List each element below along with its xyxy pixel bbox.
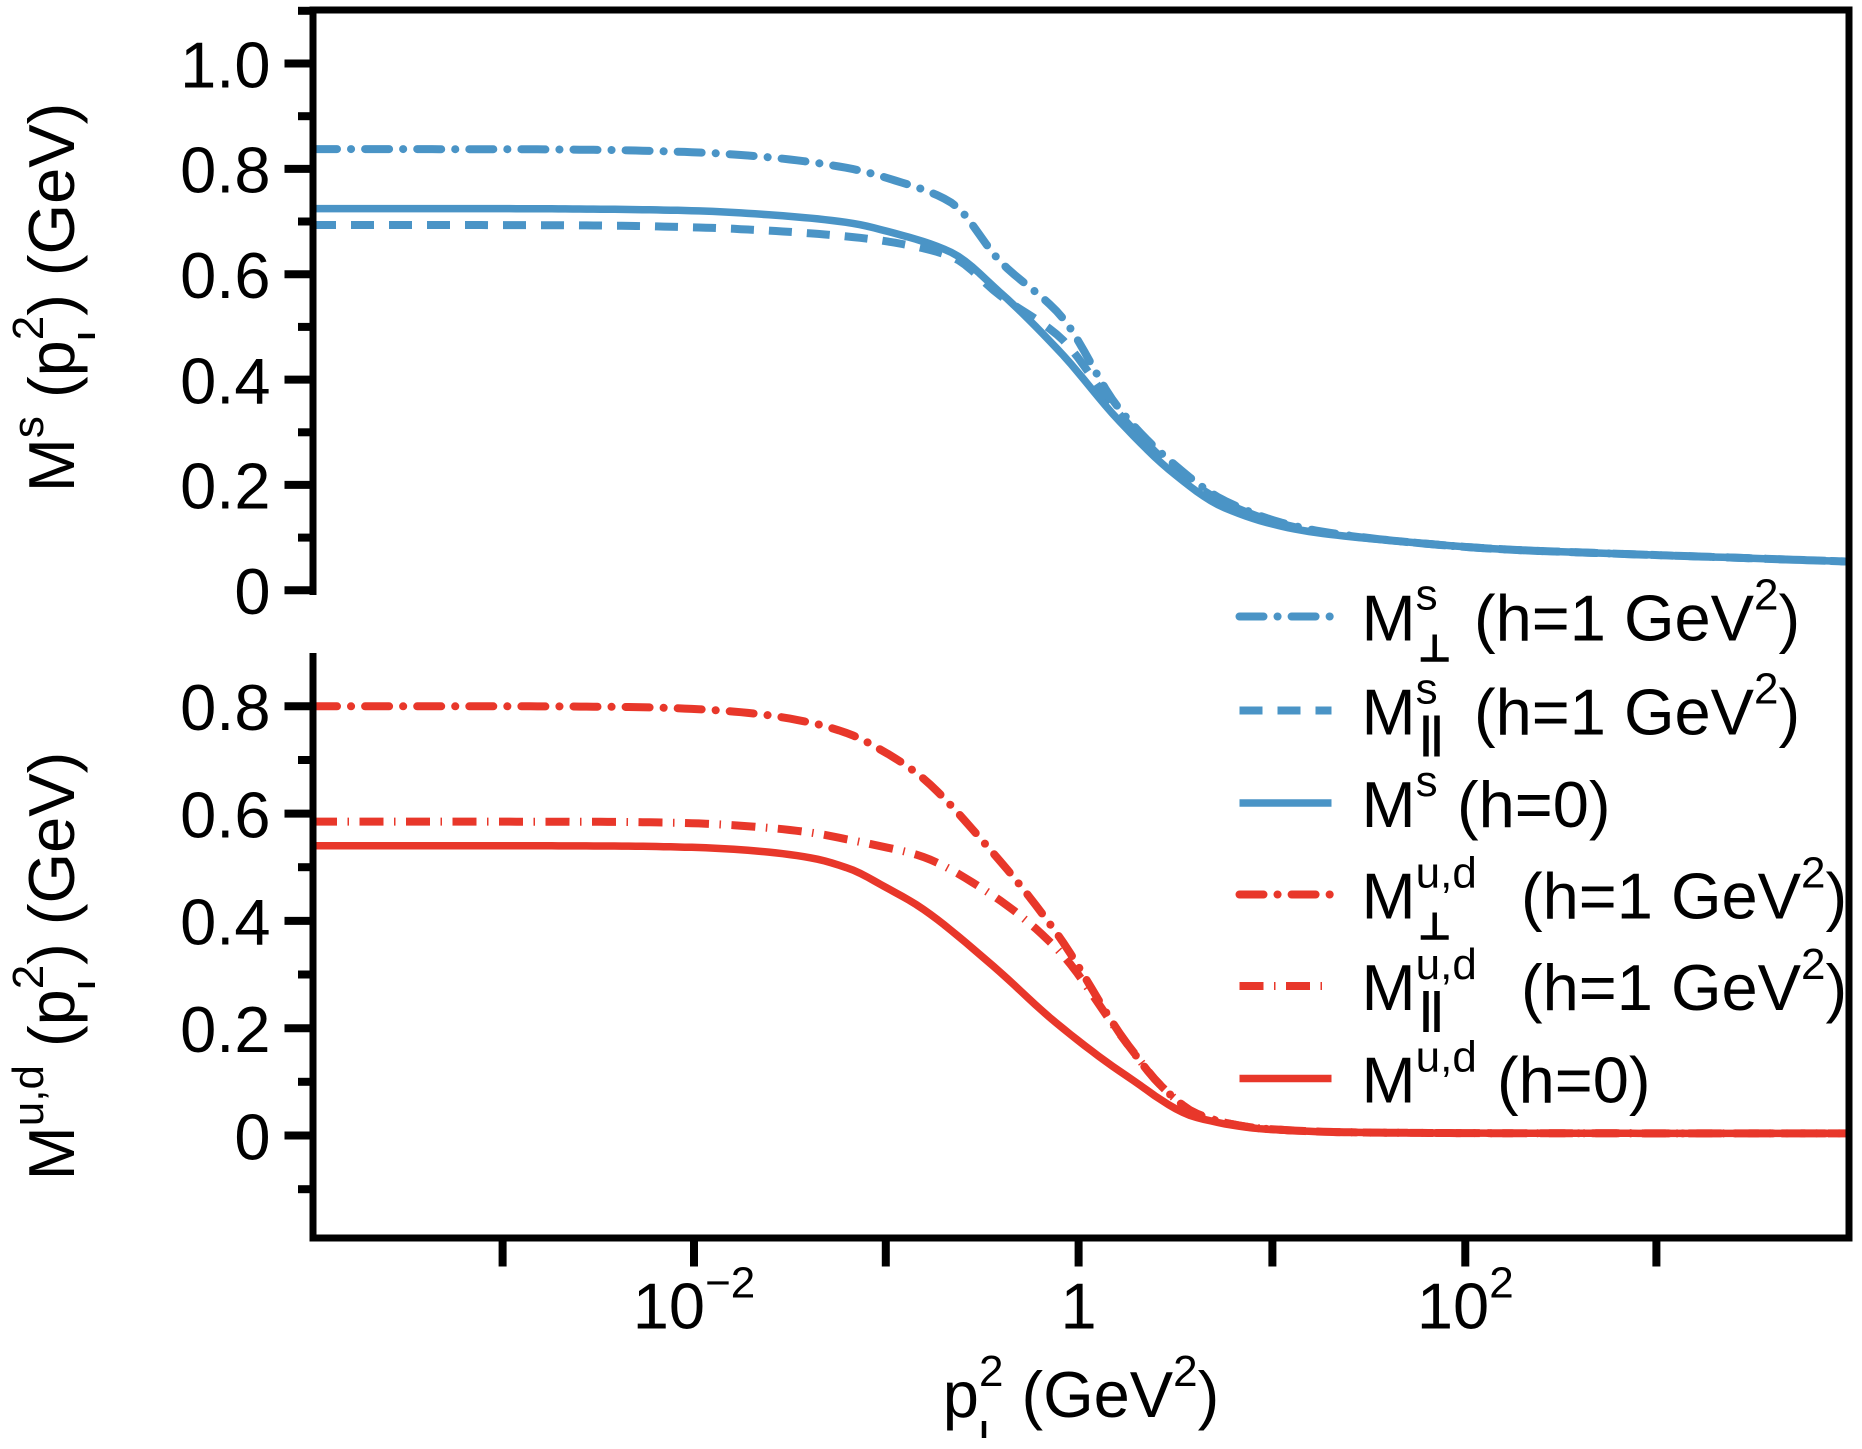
svg-text:1.0: 1.0	[180, 28, 270, 101]
svg-text:0.2: 0.2	[180, 450, 270, 523]
svg-text:0.4: 0.4	[180, 344, 270, 417]
svg-text:Ms(h=0): Ms (h=0)	[1362, 757, 1611, 841]
svg-text:0.6: 0.6	[180, 778, 270, 851]
svg-text:Mu,d(h=0): Mu,d (h=0)	[1362, 1033, 1651, 1117]
svg-text:0.2: 0.2	[180, 993, 270, 1066]
svg-text:Ms(h=1 GeV2): Ms (h=1 GeV2)	[1362, 571, 1801, 655]
svg-text:Mu,d(h=1 GeV2): Mu,d (h=1 GeV2)	[1362, 940, 1848, 1024]
svg-text:0: 0	[234, 555, 270, 628]
svg-text:Mu,d(h=1 GeV2): Mu,d (h=1 GeV2)	[1362, 849, 1848, 933]
svg-text:0.6: 0.6	[180, 239, 270, 312]
svg-text:1: 1	[1061, 1270, 1097, 1343]
svg-text:0.8: 0.8	[180, 671, 270, 744]
svg-text:0.8: 0.8	[180, 134, 270, 207]
svg-text:0.4: 0.4	[180, 886, 270, 959]
svg-text:0: 0	[234, 1100, 270, 1173]
